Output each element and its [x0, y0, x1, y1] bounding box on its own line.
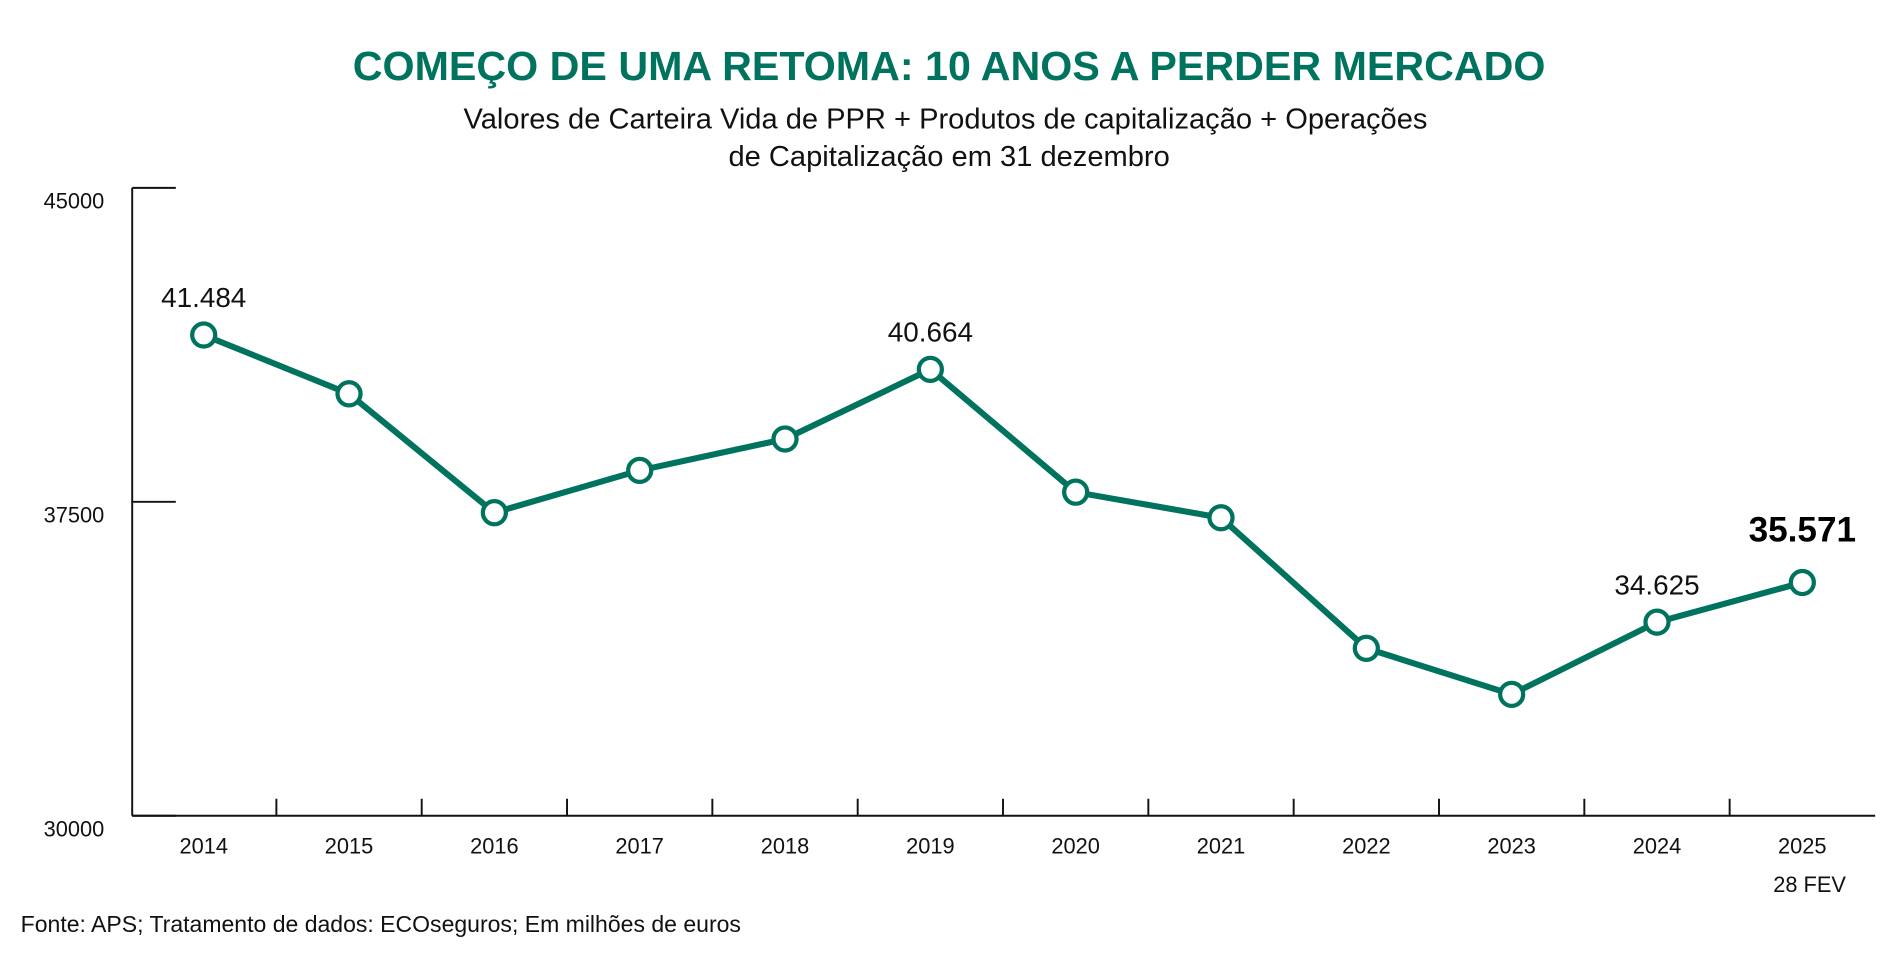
data-point-2024	[1643, 608, 1671, 636]
data-label-2019: 40.664	[888, 316, 973, 347]
tick-labels: 45000 37500 30000 2014 2015 2016 2017 2018 2019 2…	[44, 188, 1847, 897]
data-label-2024: 34.625	[1614, 569, 1699, 600]
data-point-2016	[480, 499, 508, 527]
chart-subtitle-line-2: de Capitalização em 31 dezembro	[728, 141, 1169, 173]
data-point-2014	[190, 321, 218, 349]
data-point-2019	[916, 355, 944, 384]
y-tick-label: 45000	[44, 188, 105, 213]
data-labels: 41.484 40.664 34.625 35.571	[161, 282, 1856, 600]
data-point-2021	[1207, 504, 1235, 532]
series-line	[190, 321, 1816, 708]
x-tick-label: 2017	[615, 833, 664, 858]
data-point-2025	[1788, 568, 1816, 597]
x-tick-label: 2015	[325, 833, 374, 858]
data-point-2023	[1498, 680, 1526, 708]
x-tick-label: 2023	[1487, 833, 1536, 858]
x-tick-label: 2022	[1342, 833, 1391, 858]
data-point-2015	[335, 380, 363, 408]
x-tick-label: 2021	[1197, 833, 1246, 858]
axes	[131, 186, 1876, 817]
y-tick-label: 37500	[44, 502, 105, 527]
data-point-2017	[626, 456, 654, 485]
chart-footer-source: Fonte: APS; Tratamento de dados: ECOsegu…	[21, 911, 741, 937]
x-tick-label: 2018	[761, 833, 810, 858]
series-polyline	[202, 332, 1804, 698]
chart-title: COMEÇO DE UMA RETOMA: 10 ANOS A PERDER M…	[353, 43, 1546, 89]
data-label-2014: 41.484	[161, 282, 246, 313]
x-tick-label: 2025	[1778, 833, 1827, 858]
x-tick-sublabel: 28 FEV	[1773, 872, 1846, 897]
x-tick-label: 2014	[179, 833, 227, 858]
x-tick-label: 2024	[1633, 833, 1682, 858]
x-tick-label: 2016	[470, 833, 519, 858]
x-tick-label: 2020	[1051, 833, 1100, 858]
data-point-2020	[1062, 478, 1090, 506]
y-tick-label: 30000	[44, 816, 105, 841]
x-tick-label: 2019	[906, 833, 955, 858]
data-point-2022	[1352, 634, 1380, 662]
data-point-2018	[771, 425, 799, 453]
data-label-2025: 35.571	[1749, 510, 1856, 549]
chart-subtitle-line-1: Valores de Carteira Vida de PPR + Produt…	[464, 103, 1428, 135]
